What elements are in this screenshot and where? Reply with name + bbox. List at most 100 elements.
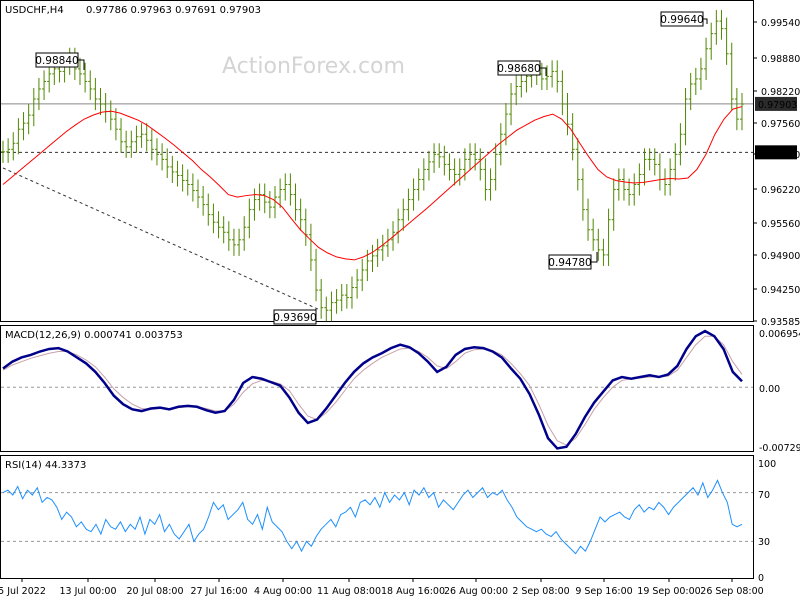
price-bar (226, 221, 231, 251)
price-bar (421, 158, 426, 191)
price-bar (724, 17, 729, 65)
price-bar (42, 70, 47, 101)
price-annotation: 0.93690 (273, 309, 317, 325)
price-bar (627, 178, 632, 206)
price-bar (483, 158, 488, 201)
price-bar (319, 279, 324, 319)
price-bar (586, 198, 591, 241)
price-bar (247, 198, 252, 239)
price-bar (729, 42, 734, 111)
price-bar (36, 77, 41, 111)
current-price-tag: 0.97903 (755, 96, 797, 111)
price-bar (242, 216, 247, 251)
x-tick: 26 Sep 08:00 (700, 586, 763, 597)
price-bar (165, 148, 170, 178)
price-bar (201, 186, 206, 216)
macd-y-tick: 0.00 (759, 384, 780, 395)
tick-layer: 0.995400.988800.982200.975600.969000.962… (0, 18, 800, 597)
price-bar (462, 148, 467, 181)
price-bar (355, 268, 360, 299)
price-bar (432, 143, 437, 173)
price-bar (632, 173, 637, 206)
x-tick: 13 Jul 00:00 (60, 586, 117, 597)
price-y-tick: 0.93585 (761, 317, 800, 328)
price-annotation: 0.99640 (660, 11, 708, 27)
price-y-tick: 0.97560 (761, 119, 800, 130)
x-tick: 4 Aug 00:00 (254, 586, 312, 597)
price-annotation: 0.98840 (35, 52, 85, 70)
macd-panel-frame (0, 325, 754, 452)
price-bar (139, 123, 144, 148)
x-tick: 20 Jul 08:00 (127, 586, 184, 597)
price-bar (380, 234, 385, 261)
price-bar (308, 223, 313, 271)
price-bar (293, 183, 298, 221)
price-bar (344, 284, 349, 309)
price-bar (298, 198, 303, 231)
price-bar (606, 208, 611, 266)
price-bar (375, 238, 380, 267)
macd-line (2, 329, 743, 450)
rsi-y-tick: 70 (758, 490, 770, 501)
price-y-tick: 0.94900 (761, 251, 800, 262)
price-bar (314, 248, 319, 302)
price-bar (16, 118, 21, 155)
rsi-y-tick: 30 (758, 537, 770, 548)
price-bar (360, 258, 365, 292)
reference-lines (1, 103, 753, 542)
svg-text:0.93690: 0.93690 (273, 312, 316, 324)
price-bar (283, 173, 288, 201)
price-bar (652, 148, 657, 176)
price-bar (591, 218, 596, 251)
moving-average-line (2, 106, 743, 261)
price-bar (124, 130, 129, 158)
price-bar (252, 188, 257, 221)
price-bar (119, 118, 124, 153)
price-bar (370, 244, 375, 272)
price-bar (391, 221, 396, 251)
price-bar (442, 145, 447, 176)
price-bar (267, 191, 272, 219)
price-bar (416, 168, 421, 201)
price-bar (596, 228, 601, 261)
price-bar (406, 188, 411, 221)
x-tick: 2 Sep 08:00 (512, 586, 569, 597)
price-bar (688, 72, 693, 111)
price-bar (329, 291, 334, 322)
x-tick: 27 Jul 16:00 (191, 586, 248, 597)
price-bar (693, 67, 698, 96)
price-bar (93, 77, 98, 111)
trendline (2, 167, 321, 311)
price-annotation: 0.94780 (548, 252, 598, 270)
price-bar (678, 123, 683, 166)
rsi-title: RSI(14) 44.3373 (5, 460, 86, 471)
price-bar (698, 57, 703, 90)
price-bar (149, 129, 154, 161)
macd-title: MACD(12,26,9) 0.000741 0.003753 (5, 330, 183, 341)
price-bar (83, 62, 88, 93)
price-bar (437, 143, 442, 168)
price-bar (154, 138, 159, 166)
price-panel-frame (0, 0, 754, 322)
price-bar (719, 10, 724, 40)
rsi-y-tick: 0 (758, 573, 764, 584)
x-tick: 19 Sep 00:00 (637, 586, 700, 597)
price-bar (1, 140, 5, 163)
svg-text:0.94780: 0.94780 (548, 257, 591, 269)
price-bar (411, 178, 416, 211)
price-bar (478, 148, 483, 181)
price-bar (21, 112, 26, 141)
price-bar (278, 178, 283, 209)
price-y-tick: 0.95560 (761, 219, 800, 230)
price-bar (262, 183, 267, 214)
price-bar (452, 158, 457, 186)
price-bar (621, 168, 626, 201)
price-bar (426, 150, 431, 181)
price-bar (196, 179, 201, 209)
price-bar (734, 87, 739, 131)
price-bar (509, 82, 514, 126)
price-bar (647, 148, 652, 171)
price-bar (257, 183, 262, 211)
